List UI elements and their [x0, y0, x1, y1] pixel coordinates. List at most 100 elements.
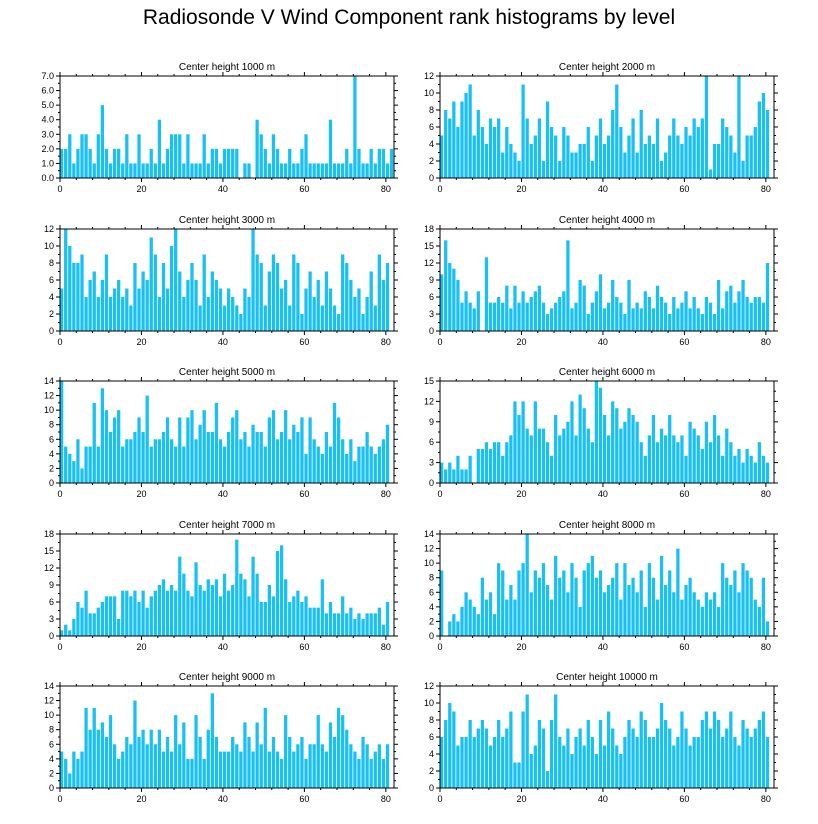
- histogram-bar: [749, 302, 753, 331]
- histogram-bar: [222, 148, 227, 178]
- x-tick-label: 0: [437, 489, 442, 499]
- histogram-bar: [529, 297, 533, 331]
- y-tick-label: 8: [429, 715, 434, 725]
- histogram-bar: [733, 455, 737, 483]
- histogram-bar: [247, 163, 251, 178]
- histogram-bar: [336, 613, 341, 636]
- histogram-bar: [292, 596, 296, 636]
- histogram-bar: [696, 435, 700, 483]
- histogram-bar: [456, 127, 460, 178]
- histogram-bar: [275, 148, 280, 178]
- histogram-bar: [574, 302, 578, 331]
- histogram-bar: [651, 577, 656, 636]
- histogram-bar: [288, 737, 292, 788]
- histogram-bar: [312, 163, 316, 178]
- histogram-bar: [161, 579, 166, 636]
- histogram-bar: [271, 596, 276, 636]
- histogram-bar: [112, 744, 117, 788]
- histogram-bar: [296, 432, 300, 483]
- histogram-bar: [336, 314, 341, 331]
- histogram-bar: [104, 596, 109, 636]
- histogram-bar: [590, 737, 594, 788]
- histogram-bar: [251, 556, 255, 636]
- histogram-bar: [761, 711, 766, 788]
- x-tick-label: 40: [218, 489, 228, 499]
- histogram-bar: [377, 254, 381, 331]
- histogram-bar: [757, 101, 761, 178]
- histogram-bar: [643, 720, 647, 788]
- histogram-bar: [745, 728, 749, 788]
- histogram-bar: [235, 539, 239, 636]
- histogram-bar: [480, 720, 485, 788]
- histogram-bar: [448, 621, 452, 636]
- histogram-bar: [570, 401, 574, 483]
- histogram-bar: [292, 254, 296, 331]
- histogram-bar: [672, 435, 676, 483]
- histogram-bar: [365, 613, 369, 636]
- y-tick-label: 0: [429, 173, 434, 183]
- histogram-bar: [125, 439, 129, 483]
- histogram-bar: [741, 462, 745, 483]
- y-tick-label: 18: [424, 224, 434, 234]
- histogram-bar: [562, 570, 566, 636]
- histogram-bar: [509, 308, 513, 331]
- histogram-bar: [76, 148, 80, 178]
- histogram-bar: [558, 435, 562, 483]
- histogram-bar: [292, 163, 296, 178]
- histogram-bar: [361, 163, 365, 178]
- histogram-bar: [509, 144, 513, 178]
- histogram-bar: [582, 570, 586, 636]
- histogram-bar: [80, 607, 84, 636]
- histogram-bar: [574, 577, 578, 636]
- histogram-bar: [659, 555, 664, 636]
- histogram-bar: [121, 446, 125, 483]
- histogram-bar: [716, 720, 721, 788]
- y-tick-label: 8: [429, 573, 434, 583]
- y-tick-label: 2: [429, 616, 434, 626]
- histogram-panel: Center height 4000 m 0 20 40 60 80 0 3 6 9 12 15 18: [424, 215, 778, 347]
- y-tick-label: 14: [424, 529, 434, 539]
- x-tick-label: 60: [299, 489, 309, 499]
- histogram-bar: [745, 449, 749, 483]
- histogram-bar: [558, 577, 562, 636]
- panel-title: Center height 3000 m: [179, 215, 275, 226]
- y-tick-label: 12: [44, 563, 54, 573]
- y-tick-label: 15: [44, 546, 54, 556]
- y-tick-label: 4.0: [41, 115, 54, 125]
- histogram-bar: [182, 163, 186, 178]
- histogram-bar: [381, 624, 386, 636]
- histogram-bar: [598, 274, 603, 331]
- histogram-bar: [668, 314, 672, 331]
- histogram-bar: [497, 442, 501, 483]
- x-tick-label: 80: [381, 337, 391, 347]
- y-tick-label: 12: [44, 696, 54, 706]
- panel-title: Center height 1000 m: [179, 62, 275, 73]
- histogram-bar: [218, 439, 223, 483]
- panel-title: Center height 5000 m: [179, 367, 275, 378]
- x-tick-label: 80: [381, 642, 391, 652]
- histogram-bar: [452, 101, 456, 178]
- x-tick-label: 40: [218, 794, 228, 804]
- histogram-bar: [444, 110, 448, 178]
- histogram-bar: [611, 110, 615, 178]
- histogram-bar: [279, 758, 284, 788]
- histogram-bar: [676, 442, 680, 483]
- histogram-bar: [440, 462, 444, 483]
- histogram-bar: [676, 548, 680, 636]
- y-tick-label: 12: [44, 391, 54, 401]
- histogram-bar: [320, 163, 324, 178]
- histogram-bar: [353, 76, 357, 178]
- histogram-bar: [60, 288, 64, 331]
- histogram-bar: [464, 592, 468, 636]
- histogram-bar: [708, 599, 713, 636]
- histogram-bar: [157, 119, 162, 178]
- histogram-bar: [582, 745, 586, 788]
- histogram-bar: [505, 728, 509, 788]
- histogram-bar: [145, 744, 149, 788]
- histogram-bar: [243, 288, 247, 331]
- histogram-panel: Center height 7000 m 0 20 40 60 80 0 3 6 9 12 15 18: [44, 520, 398, 652]
- histogram-bar: [566, 240, 570, 331]
- x-tick-label: 20: [516, 337, 526, 347]
- histogram-bar: [218, 596, 223, 636]
- y-tick-label: 6: [49, 597, 54, 607]
